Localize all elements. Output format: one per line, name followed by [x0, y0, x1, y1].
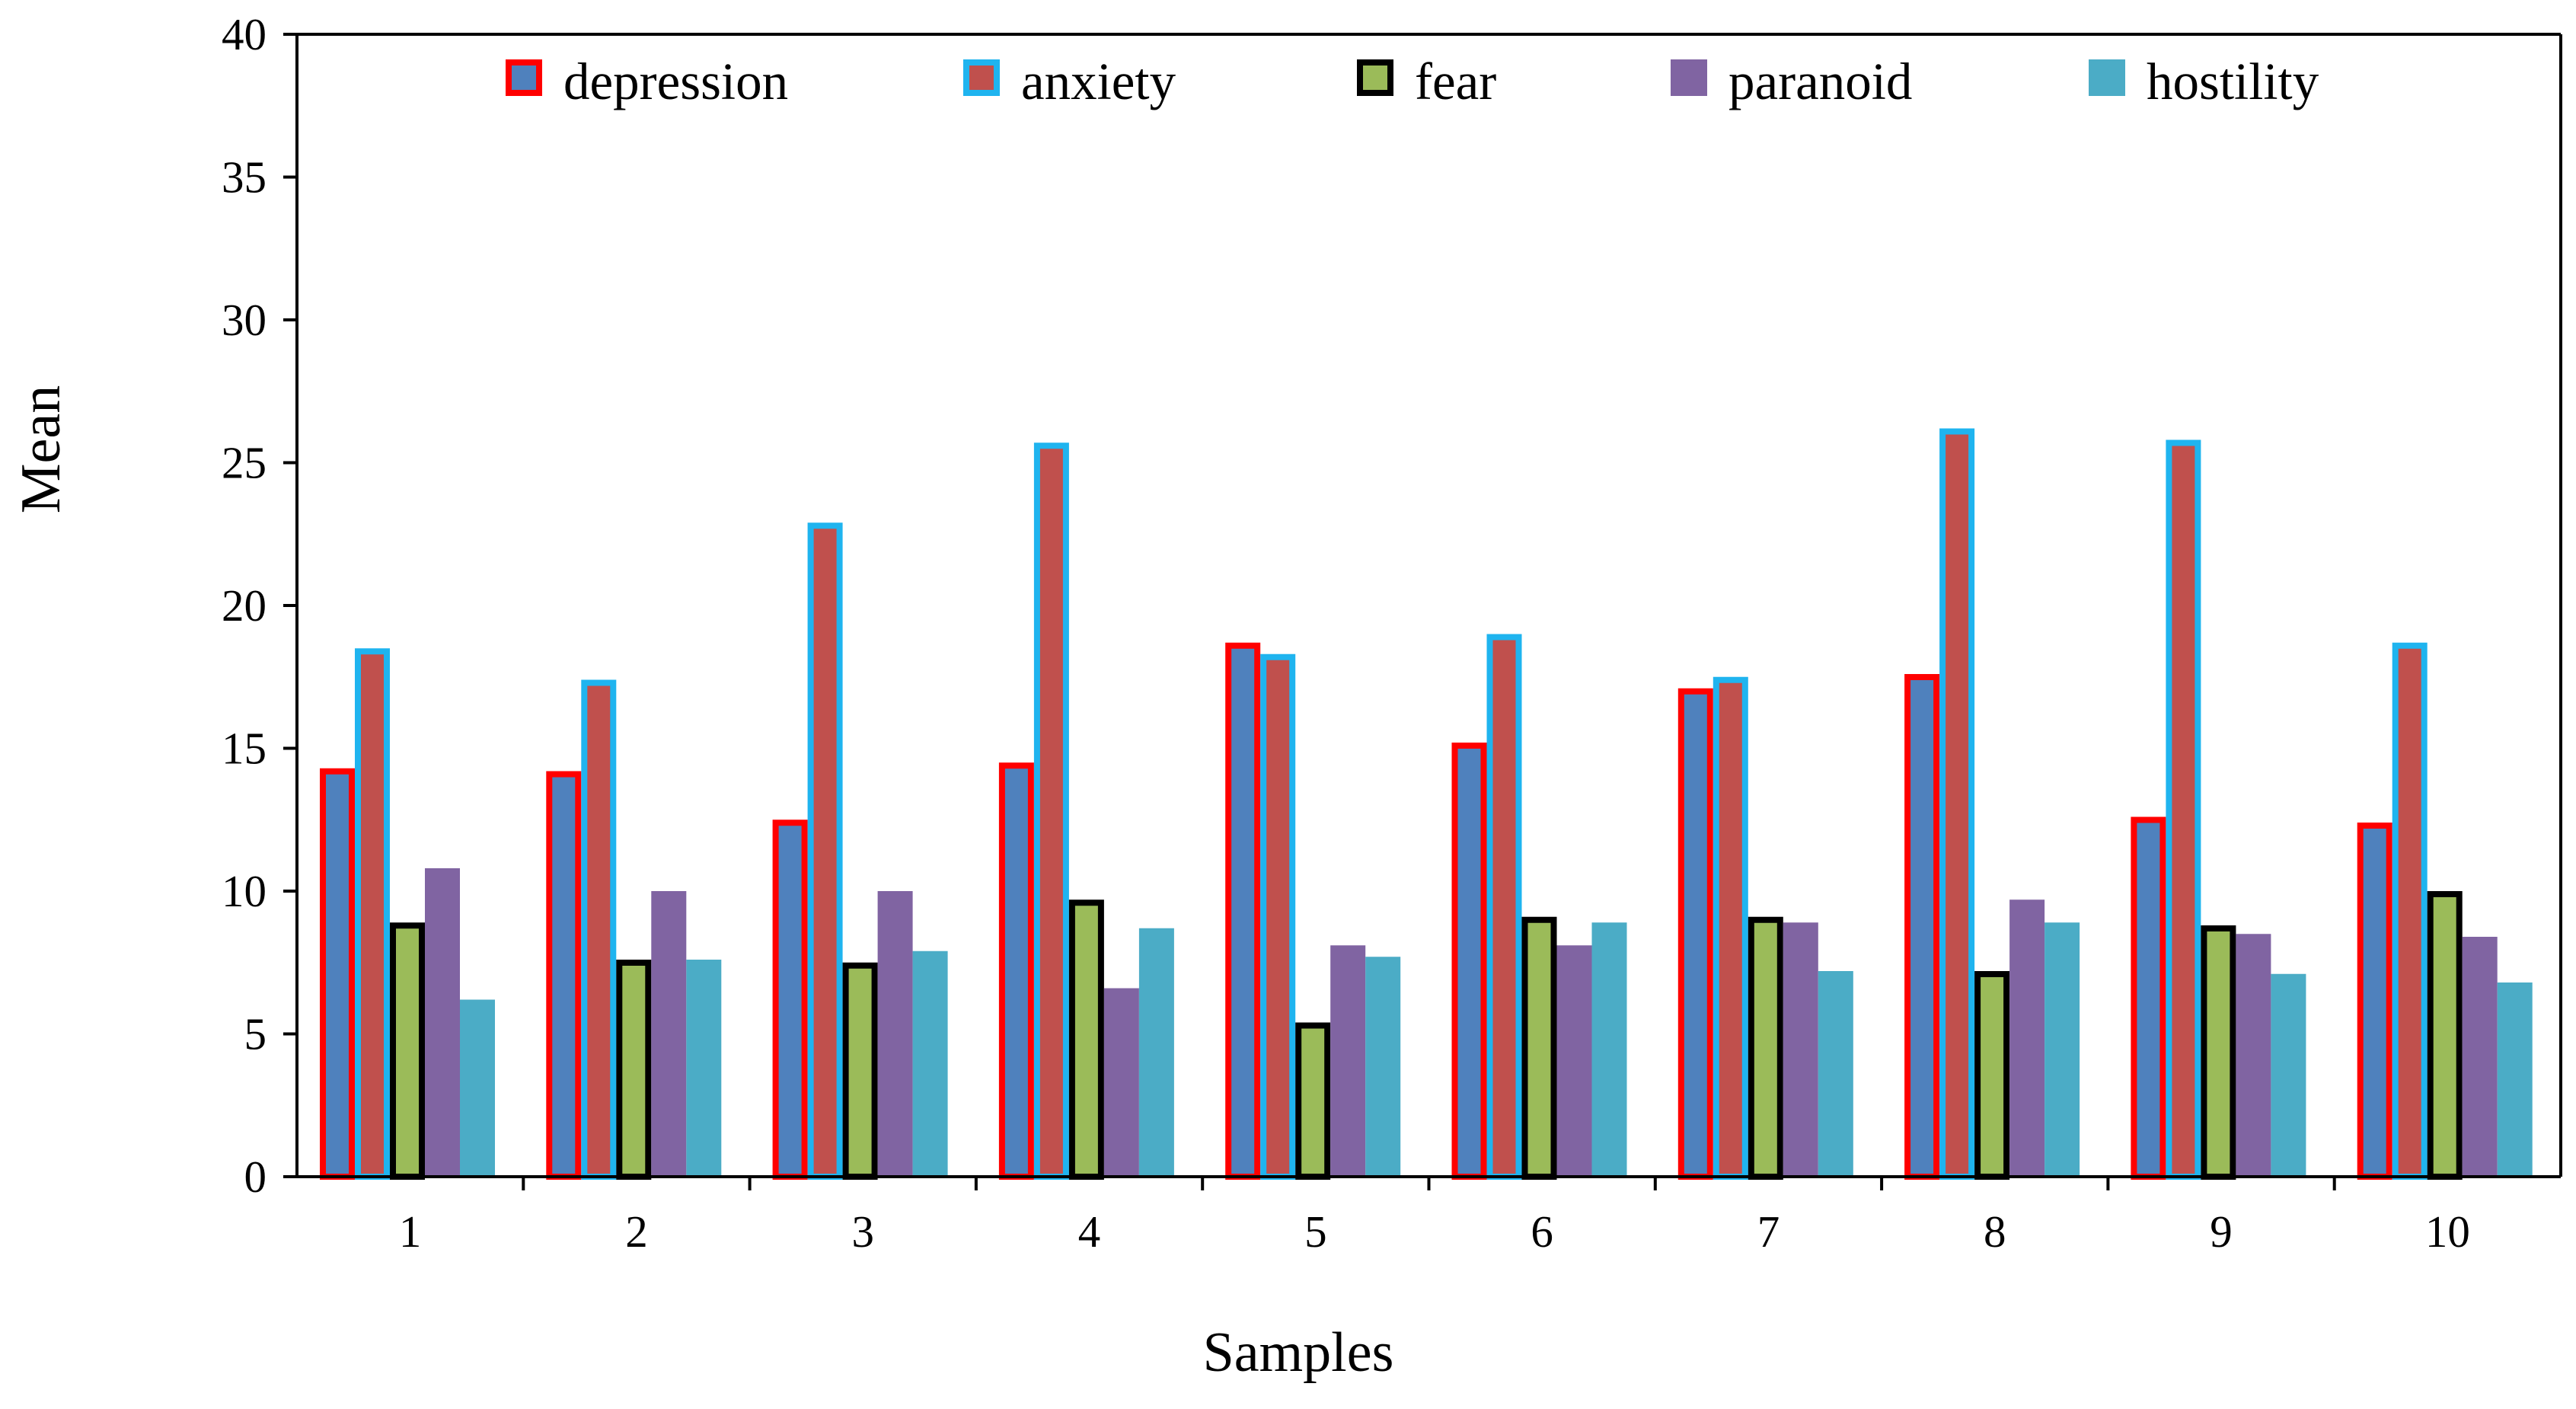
bar-anxiety-sample-5 — [1260, 653, 1296, 1180]
bar-hostility-sample-8 — [2045, 922, 2080, 1177]
y-tick-label: 0 — [244, 1152, 267, 1202]
y-tick-label: 15 — [222, 724, 267, 774]
bar-paranoid-sample-3 — [877, 891, 913, 1177]
bar-fear-sample-4 — [1068, 899, 1104, 1180]
bar-hostility-sample-1 — [460, 999, 495, 1177]
bar-paranoid-sample-2 — [651, 891, 687, 1177]
x-tick-label: 1 — [399, 1206, 422, 1257]
x-tick-label: 6 — [1531, 1206, 1553, 1257]
bar-fear-sample-9 — [2201, 925, 2236, 1180]
x-tick-label: 4 — [1078, 1206, 1101, 1257]
bar-depression-sample-3 — [772, 820, 808, 1180]
bar-fear-sample-10 — [2427, 891, 2463, 1180]
bar-paranoid-sample-10 — [2462, 937, 2498, 1177]
bars-layer — [320, 428, 2533, 1180]
bar-depression-sample-1 — [320, 768, 355, 1180]
bar-depression-sample-6 — [1451, 743, 1487, 1180]
bar-depression-sample-10 — [2357, 823, 2392, 1180]
bar-fear-sample-8 — [1974, 971, 2010, 1180]
bar-paranoid-sample-5 — [1330, 945, 1366, 1177]
legend-label-depression: depression — [563, 53, 788, 110]
bar-hostility-sample-2 — [686, 960, 722, 1177]
bar-anxiety-sample-8 — [1939, 428, 1975, 1180]
bar-fear-sample-2 — [616, 960, 652, 1180]
bar-hostility-sample-7 — [1818, 971, 1853, 1177]
y-tick-label: 40 — [222, 9, 267, 59]
bar-fear-sample-1 — [390, 922, 425, 1180]
x-tick-label: 9 — [2210, 1206, 2233, 1257]
x-tick-label: 3 — [852, 1206, 875, 1257]
bar-depression-sample-4 — [998, 762, 1034, 1180]
x-tick-label: 8 — [1984, 1206, 2006, 1257]
x-tick-label: 5 — [1304, 1206, 1327, 1257]
y-tick-label: 30 — [222, 295, 267, 345]
bar-anxiety-sample-7 — [1713, 676, 1748, 1180]
legend-label-paranoid: paranoid — [1729, 53, 1912, 110]
legend-label-anxiety: anxiety — [1021, 53, 1176, 110]
y-tick-label: 35 — [222, 152, 267, 203]
bar-anxiety-sample-6 — [1486, 634, 1522, 1180]
y-tick-label: 25 — [222, 438, 267, 488]
legend-label-hostility: hostility — [2147, 53, 2319, 110]
bar-anxiety-sample-1 — [355, 648, 390, 1180]
bar-hostility-sample-5 — [1365, 957, 1401, 1177]
bar-hostility-sample-10 — [2497, 982, 2533, 1177]
bar-fear-sample-5 — [1295, 1022, 1331, 1180]
x-tick-label: 7 — [1757, 1206, 1780, 1257]
legend: depression anxiety fear paranoid hostility — [506, 53, 2319, 110]
bar-paranoid-sample-7 — [1783, 922, 1818, 1177]
bar-hostility-sample-6 — [1591, 922, 1627, 1177]
x-axis-title: Samples — [1203, 1321, 1394, 1384]
legend-swatch-depression — [506, 59, 542, 96]
y-axis-title: Mean — [10, 385, 72, 514]
x-tick-label: 2 — [625, 1206, 648, 1257]
axes-layer: 0 5 10 15 20 25 30 35 40 1 2 3 4 5 6 7 8 9 10 — [222, 9, 2562, 1257]
bar-anxiety-sample-9 — [2166, 439, 2201, 1180]
bar-paranoid-sample-4 — [1103, 988, 1139, 1177]
legend-swatch-paranoid — [1671, 59, 1707, 96]
x-tick-label: 10 — [2425, 1206, 2470, 1257]
bar-depression-sample-7 — [1677, 688, 1713, 1180]
bar-fear-sample-6 — [1521, 916, 1557, 1180]
bar-anxiety-sample-3 — [807, 522, 843, 1180]
bar-anxiety-sample-4 — [1033, 443, 1069, 1180]
legend-label-fear: fear — [1415, 53, 1496, 110]
bar-depression-sample-8 — [1904, 674, 1940, 1180]
bar-paranoid-sample-1 — [425, 868, 460, 1177]
bar-hostility-sample-3 — [912, 951, 948, 1177]
bar-hostility-sample-9 — [2271, 973, 2306, 1177]
bar-depression-sample-9 — [2131, 816, 2166, 1180]
y-tick-label: 20 — [222, 580, 267, 631]
bar-fear-sample-7 — [1748, 916, 1783, 1180]
y-tick-label: 5 — [244, 1009, 267, 1059]
bar-hostility-sample-4 — [1138, 928, 1174, 1177]
bar-anxiety-sample-2 — [581, 679, 617, 1180]
y-tick-label: 10 — [222, 866, 267, 916]
bar-paranoid-sample-9 — [2236, 934, 2271, 1177]
bar-paranoid-sample-6 — [1556, 945, 1592, 1177]
bar-depression-sample-5 — [1225, 642, 1261, 1180]
legend-swatch-fear — [1357, 59, 1393, 96]
bar-anxiety-sample-10 — [2392, 642, 2428, 1180]
bar-paranoid-sample-8 — [2009, 899, 2045, 1177]
legend-swatch-hostility — [2089, 59, 2125, 96]
bar-fear-sample-3 — [842, 962, 878, 1180]
bar-depression-sample-2 — [546, 771, 582, 1180]
legend-swatch-anxiety — [963, 59, 1000, 96]
